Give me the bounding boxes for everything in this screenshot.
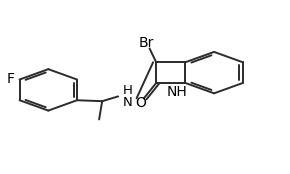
Text: Br: Br (139, 36, 155, 50)
Text: F: F (7, 72, 15, 86)
Text: O: O (135, 96, 146, 110)
Text: H
N: H N (122, 84, 132, 109)
Text: NH: NH (166, 85, 187, 99)
